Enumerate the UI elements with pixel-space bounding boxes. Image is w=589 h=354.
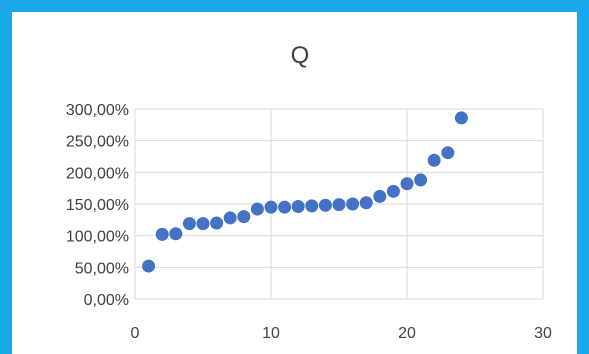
data-point: [305, 199, 319, 213]
y-tick-label: 0,00%: [84, 292, 129, 309]
data-point: [427, 153, 441, 167]
y-tick-label: 100,00%: [66, 229, 129, 246]
x-tick-label: 10: [262, 325, 280, 342]
gridlines: [134, 108, 544, 300]
data-point: [400, 177, 414, 191]
data-point: [278, 200, 292, 214]
scatter-chart: Q 0,00% 50,00% 100,00% 150,00% 200,00% 250,00…: [66, 42, 552, 342]
data-point: [142, 259, 156, 273]
data-point: [318, 198, 332, 212]
chart-area: Q 0,00% 50,00% 100,00% 150,00% 200,00% 250,00…: [12, 12, 577, 354]
y-tick-label: 150,00%: [66, 197, 129, 214]
data-points: [142, 111, 468, 273]
data-point: [441, 146, 455, 160]
y-tick-label: 300,00%: [66, 102, 129, 119]
data-point: [346, 197, 360, 211]
data-point: [237, 210, 251, 224]
data-point: [291, 200, 305, 214]
x-axis-tick-labels: 0 10 20 30: [131, 325, 552, 342]
data-point: [169, 227, 183, 241]
y-tick-label: 250,00%: [66, 134, 129, 151]
y-tick-label: 50,00%: [75, 260, 129, 277]
data-point: [250, 202, 264, 216]
data-point: [223, 211, 237, 225]
y-axis-tick-labels: 0,00% 50,00% 100,00% 150,00% 200,00% 250,00% 3…: [66, 102, 129, 309]
data-point: [264, 200, 278, 214]
data-point: [182, 217, 196, 231]
data-point: [196, 217, 210, 231]
data-point: [373, 189, 387, 203]
x-tick-label: 0: [131, 325, 140, 342]
data-point: [210, 216, 224, 230]
chart-title: Q: [291, 42, 310, 69]
data-point: [414, 173, 428, 187]
x-tick-label: 20: [398, 325, 416, 342]
y-tick-label: 200,00%: [66, 165, 129, 182]
data-point: [359, 196, 373, 210]
data-point: [155, 227, 169, 241]
data-point: [454, 111, 468, 125]
data-point: [386, 184, 400, 198]
x-tick-label: 30: [534, 325, 552, 342]
data-point: [332, 198, 346, 212]
